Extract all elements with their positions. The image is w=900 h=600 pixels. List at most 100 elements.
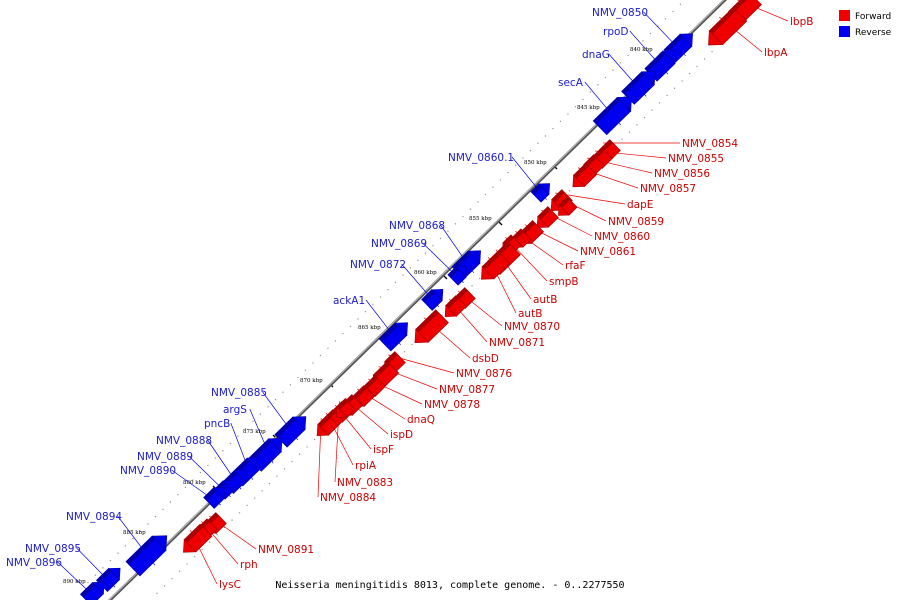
gene-label[interactable]: ackA1: [333, 295, 365, 307]
gene-label[interactable]: rpiA: [355, 460, 377, 472]
track-dot: [372, 303, 374, 306]
gene-label[interactable]: NMV_0889: [137, 451, 193, 463]
gene-feature[interactable]: [708, 6, 748, 46]
gene-arrow-tip: [431, 289, 444, 302]
gene-label[interactable]: NMV_0884: [320, 492, 376, 504]
gene-arrow-side: [184, 524, 204, 543]
kbp-labels: 840 kbp 845 kbp 850 kbp 855 kbp 860 kbp 865 k…: [63, 47, 653, 585]
track-dot: [478, 277, 481, 280]
gene-label[interactable]: rph: [240, 559, 258, 571]
track-dot: [357, 318, 359, 320]
gene-label[interactable]: lbpA: [764, 47, 788, 59]
gene-feature[interactable]: [79, 581, 105, 600]
gene-label[interactable]: pncB: [204, 418, 230, 430]
track-dot: [229, 442, 232, 445]
gene-feature[interactable]: [621, 70, 656, 105]
track-dot: [147, 523, 149, 525]
track-dot: [597, 84, 599, 86]
gene-label[interactable]: dapE: [627, 199, 653, 211]
gene-label[interactable]: argS: [223, 404, 247, 416]
gene-label[interactable]: NMV_0870: [504, 321, 560, 333]
gene-feature[interactable]: [248, 437, 283, 472]
gene-label[interactable]: lbpB: [790, 16, 813, 28]
track-dot: [304, 369, 307, 371]
gene-feature[interactable]: [414, 309, 449, 344]
kbp-tick-label: 860 kbp: [414, 270, 437, 276]
gene-label[interactable]: NMV_0871: [489, 337, 545, 349]
gene-arrow-tip: [538, 183, 550, 195]
gene-arrow-side: [583, 154, 597, 168]
gene-arrow-side: [551, 189, 565, 203]
gene-label[interactable]: secA: [558, 77, 584, 89]
gene-label[interactable]: NMV_0895: [25, 543, 81, 555]
gene-label[interactable]: NMV_0872: [350, 259, 406, 271]
gene-label[interactable]: NMV_0869: [371, 238, 427, 250]
gene-label[interactable]: NMV_0857: [640, 183, 696, 195]
track-dot: [139, 530, 142, 532]
track-dot: [604, 76, 607, 79]
gene-feature[interactable]: [481, 250, 511, 280]
gene-label[interactable]: NMV_0891: [258, 544, 314, 556]
gene-label[interactable]: smpB: [549, 276, 579, 288]
gene-label[interactable]: NMV_0860: [594, 231, 650, 243]
gene-feature[interactable]: [592, 96, 632, 136]
gene-feature[interactable]: [378, 322, 408, 352]
gene-label[interactable]: NMV_0856: [654, 168, 710, 180]
gene-feature[interactable]: [203, 487, 226, 509]
gene-feature[interactable]: [316, 414, 339, 436]
gene-label[interactable]: lysC: [219, 579, 241, 591]
kbp-tick-label: 840 kbp: [630, 47, 653, 53]
gene-feature[interactable]: [530, 183, 550, 203]
gene-label[interactable]: autB: [518, 308, 542, 320]
gene-label[interactable]: NMV_0888: [156, 435, 212, 447]
gene-label[interactable]: dnaQ: [407, 414, 435, 426]
track-dot: [703, 58, 706, 60]
gene-label[interactable]: NMV_0868: [389, 220, 445, 232]
gene-feature[interactable]: [183, 523, 213, 553]
gene-feature[interactable]: [558, 196, 578, 216]
gene-arrow-side: [530, 183, 542, 195]
gene-feature[interactable]: [444, 295, 467, 317]
gene-label[interactable]: NMV_0859: [608, 216, 664, 228]
gene-label[interactable]: NMV_0896: [6, 557, 62, 569]
gene-feature[interactable]: [447, 266, 467, 286]
gene-feature[interactable]: [536, 206, 559, 228]
gene-label[interactable]: NMV_0855: [668, 153, 724, 165]
gene-label[interactable]: NMV_0890: [120, 465, 176, 477]
gene-label[interactable]: NMV_0861: [580, 246, 636, 258]
gene-label[interactable]: NMV_0894: [66, 511, 122, 523]
gene-feature[interactable]: [572, 162, 598, 188]
track-dot: [612, 69, 614, 71]
gene-label[interactable]: NMV_0885: [211, 387, 267, 399]
track-dot: [664, 18, 667, 20]
track-dot: [276, 475, 278, 477]
track-dot: [192, 479, 194, 481]
gene-label[interactable]: NMV_0854: [682, 138, 738, 150]
track-dot: [237, 435, 239, 437]
gene-arrow-tip: [708, 30, 724, 46]
gene-label[interactable]: dsbD: [472, 353, 499, 365]
gene-label[interactable]: rfaF: [565, 260, 586, 272]
track-dot: [154, 515, 157, 518]
gene-label[interactable]: NMV_0850: [592, 7, 648, 19]
gene-label[interactable]: NMV_0877: [439, 384, 495, 396]
gene-feature[interactable]: [336, 398, 356, 418]
legend-forward-swatch: [839, 10, 850, 21]
gene-label[interactable]: rpoD: [603, 26, 629, 38]
gene-label[interactable]: NMV_0860.1: [448, 152, 514, 164]
kbp-tick-label: 865 kbp: [358, 325, 381, 331]
gene-feature[interactable]: [421, 289, 444, 311]
gene-label[interactable]: autB: [533, 294, 557, 306]
track-dot: [246, 504, 248, 507]
track-dot: [268, 482, 271, 485]
track-dot: [117, 552, 119, 554]
gene-feature[interactable]: [274, 416, 307, 448]
gene-feature[interactable]: [125, 535, 168, 577]
gene-label[interactable]: ispF: [373, 444, 394, 456]
gene-label[interactable]: NMV_0876: [456, 368, 512, 380]
gene-label[interactable]: dnaG: [582, 49, 610, 61]
gene-label[interactable]: NMV_0883: [337, 477, 393, 489]
gene-label[interactable]: NMV_0878: [424, 399, 480, 411]
gene-label[interactable]: ispD: [390, 429, 413, 441]
